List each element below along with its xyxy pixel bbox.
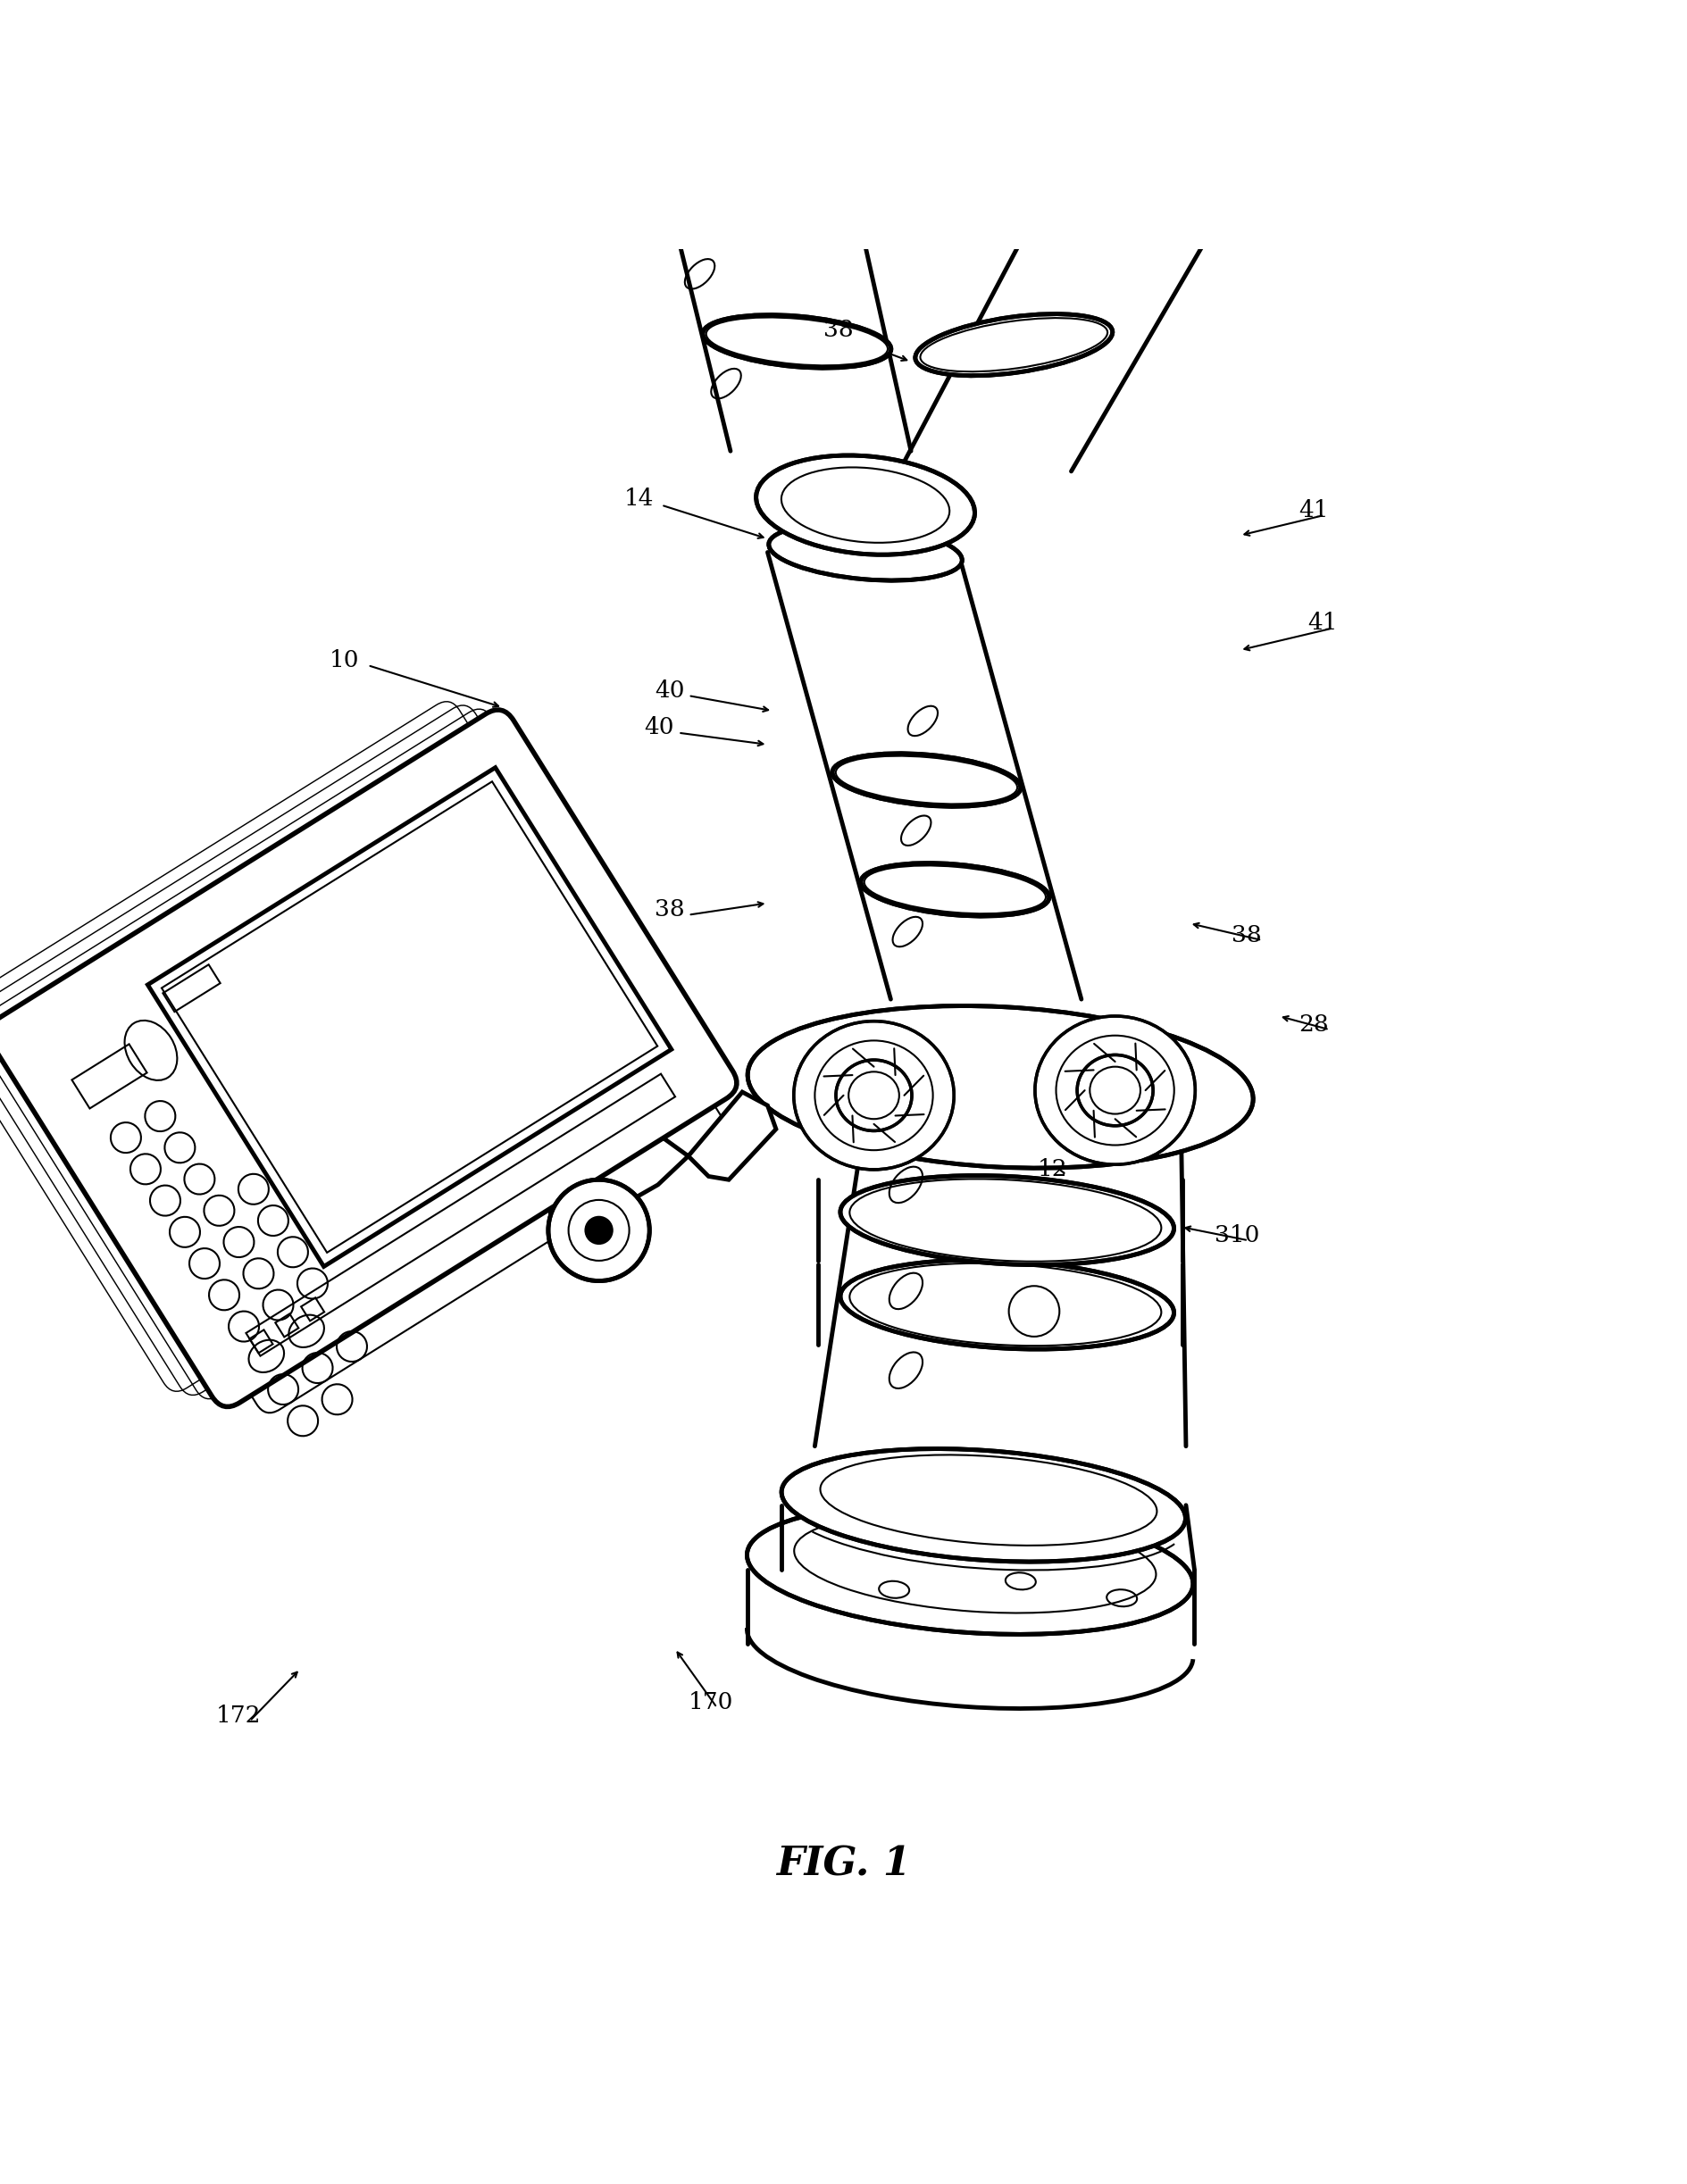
Polygon shape (688, 1092, 776, 1179)
Ellipse shape (1215, 0, 1285, 7)
FancyBboxPatch shape (148, 767, 671, 1267)
Text: 28: 28 (1299, 1013, 1329, 1035)
Text: 310: 310 (1215, 1225, 1260, 1247)
Text: 40: 40 (655, 679, 685, 701)
Text: 38: 38 (823, 319, 854, 341)
Ellipse shape (1012, 162, 1210, 225)
Polygon shape (548, 1133, 688, 1241)
Text: 12: 12 (1038, 1158, 1068, 1182)
Ellipse shape (675, 0, 768, 2)
Ellipse shape (617, 0, 810, 33)
Ellipse shape (1137, 0, 1336, 33)
Text: 172: 172 (216, 1706, 261, 1728)
Text: 41: 41 (1299, 498, 1329, 522)
Text: 38: 38 (655, 898, 685, 922)
Ellipse shape (781, 1448, 1186, 1562)
Text: 41: 41 (1307, 612, 1338, 633)
Ellipse shape (832, 753, 1021, 806)
Ellipse shape (747, 1007, 1253, 1168)
Ellipse shape (1036, 1016, 1194, 1164)
Ellipse shape (1174, 0, 1326, 44)
Text: 14: 14 (624, 487, 655, 509)
Ellipse shape (840, 1175, 1174, 1265)
Text: 10: 10 (329, 649, 359, 670)
Ellipse shape (624, 0, 818, 46)
Ellipse shape (756, 456, 975, 555)
Ellipse shape (747, 1505, 1193, 1634)
Ellipse shape (769, 524, 962, 581)
Ellipse shape (860, 863, 1049, 915)
Text: 170: 170 (688, 1690, 734, 1714)
Ellipse shape (845, 1072, 1162, 1162)
Ellipse shape (837, 1059, 911, 1131)
Circle shape (548, 1179, 649, 1280)
Ellipse shape (916, 314, 1112, 376)
Ellipse shape (703, 314, 891, 367)
Ellipse shape (840, 1260, 1174, 1350)
FancyBboxPatch shape (0, 710, 737, 1406)
Text: 40: 40 (644, 716, 675, 738)
Text: 38: 38 (1232, 924, 1262, 946)
FancyBboxPatch shape (34, 756, 724, 1413)
Circle shape (585, 1216, 612, 1245)
Ellipse shape (1076, 1055, 1154, 1125)
Ellipse shape (673, 188, 860, 242)
Ellipse shape (795, 1022, 955, 1171)
Text: FIG. 1: FIG. 1 (776, 1845, 911, 1883)
Ellipse shape (1151, 41, 1306, 157)
